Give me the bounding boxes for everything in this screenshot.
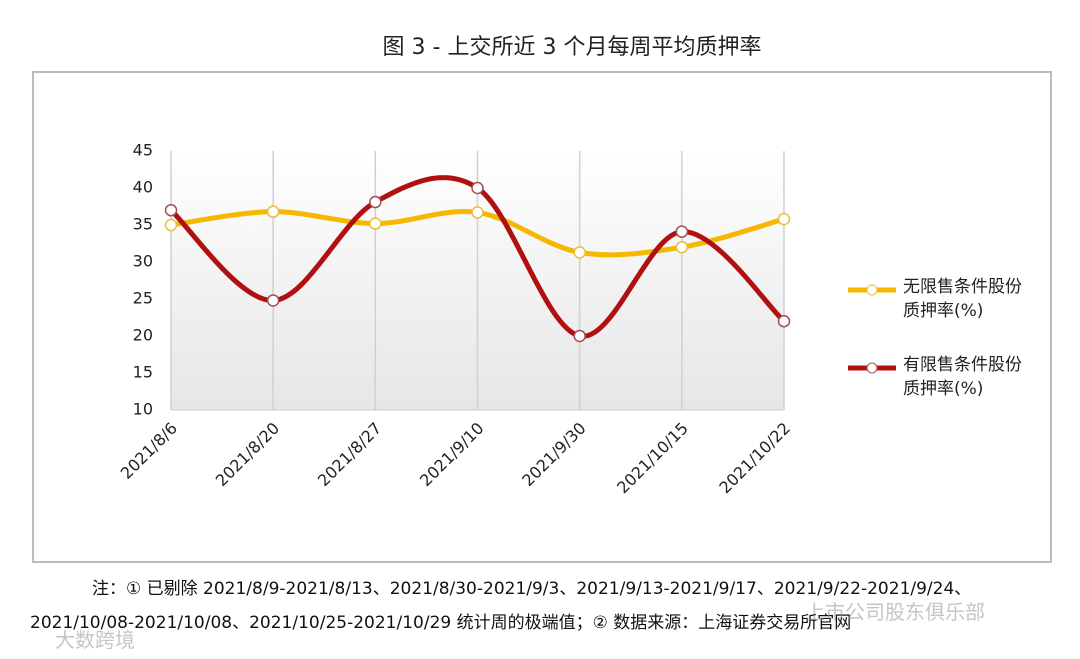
y-tick-label: 30 (133, 252, 153, 271)
data-point (471, 206, 484, 219)
data-point (369, 217, 382, 230)
legend-label: 有限售条件股份质押率(%) (903, 355, 1022, 399)
data-point (675, 240, 689, 254)
chart-frame (32, 71, 1052, 563)
y-tick-label: 20 (133, 326, 153, 345)
data-point (573, 329, 586, 343)
watermark: 上市公司股东俱乐部 (805, 600, 985, 624)
legend-marker (866, 362, 878, 374)
data-point (266, 205, 280, 218)
chart-title: 图 3 - 上交所近 3 个月每周平均质押率 (383, 35, 762, 60)
data-point (266, 294, 280, 307)
y-tick-label: 45 (133, 141, 153, 160)
data-point (573, 246, 586, 259)
data-point (777, 212, 791, 226)
x-tick-label: 2021/8/27 (314, 419, 385, 490)
y-tick-label: 10 (133, 400, 153, 419)
x-tick-label: 2021/10/22 (715, 419, 794, 498)
data-point (164, 218, 178, 232)
footnote: 注：① 已剔除 2021/8/9-2021/8/13、2021/8/30-202… (30, 579, 972, 633)
data-point (777, 314, 791, 328)
x-tick-label: 2021/9/10 (416, 419, 487, 490)
watermark: 大数跨境 (55, 628, 135, 652)
data-point (471, 181, 484, 195)
y-tick-label: 35 (133, 215, 153, 234)
legend-marker (866, 284, 878, 296)
data-point (164, 203, 178, 217)
data-point (369, 195, 382, 209)
y-tick-label: 40 (133, 178, 153, 197)
x-tick-label: 2021/9/30 (518, 419, 589, 490)
x-tick-label: 2021/8/6 (117, 419, 181, 483)
data-point (675, 225, 689, 238)
y-tick-label: 15 (133, 363, 153, 382)
y-tick-label: 25 (133, 289, 153, 308)
legend-label: 无限售条件股份质押率(%) (903, 277, 1022, 321)
x-tick-label: 2021/10/15 (613, 419, 692, 498)
x-tick-label: 2021/8/20 (212, 419, 283, 490)
